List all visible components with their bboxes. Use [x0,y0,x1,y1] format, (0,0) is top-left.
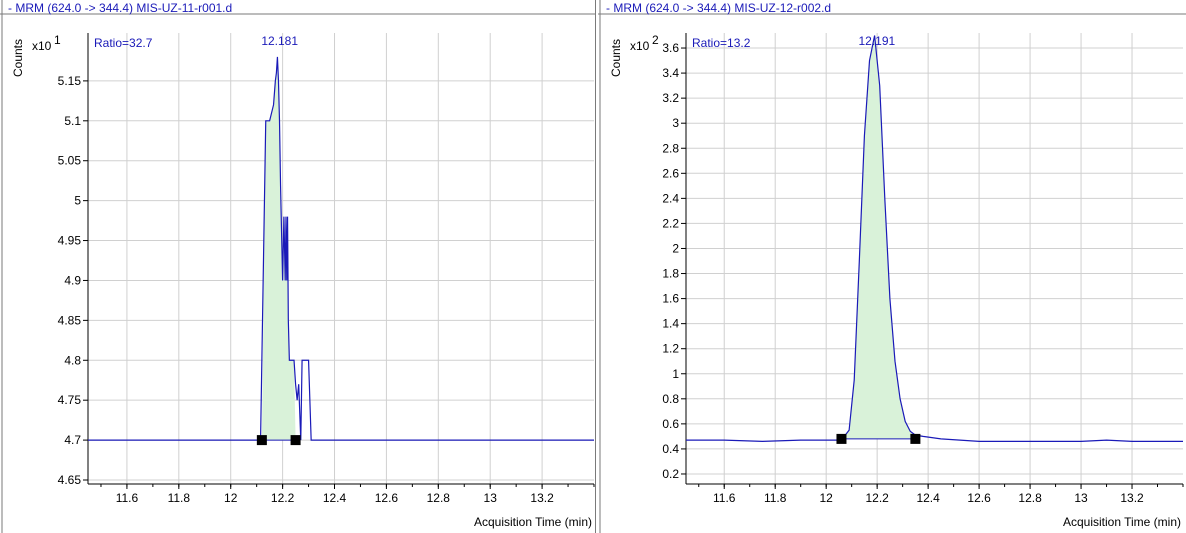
y-tick-label: 1.2 [662,342,679,356]
chromatogram-trace [88,56,594,441]
y-tick-label: 4.8 [64,353,81,367]
integration-end-marker [290,435,301,446]
chart-title-left: - MRM (624.0 -> 344.4) MIS-UZ-11-r001.d [8,1,232,15]
y-tick-label: 0.6 [662,417,679,431]
peak-rt-label: 12.181 [261,34,298,48]
y-tick-label: 2.4 [662,191,679,205]
x-tick-label: 11.6 [116,491,139,505]
y-tick-label: 0.4 [662,442,679,456]
x-tick-label: 12.2 [271,491,295,505]
x-tick-label: 11.8 [764,491,787,505]
x-tick-label: 11.6 [713,491,736,505]
y-tick-label: 0.8 [662,392,679,406]
y-tick-label: 2.8 [662,141,679,155]
x-tick-label: 12.4 [916,491,940,505]
y-tick-label: 5.05 [58,154,82,168]
y-tick-label: 1.6 [662,292,679,306]
y-multiplier: x10 [630,39,650,53]
x-tick-label: 12.6 [375,491,399,505]
x-axis-title: Acquisition Time (min) [1063,515,1181,529]
y-tick-label: 4.85 [58,313,82,327]
y-tick-label: 4.65 [58,473,82,487]
x-tick-label: 12.6 [967,491,991,505]
chromatogram-trace [686,35,1183,443]
x-tick-label: 11.8 [168,491,191,505]
x-tick-label: 12 [819,491,833,505]
y-tick-label: 4.75 [58,393,82,407]
y-tick-label: 3.4 [662,66,679,80]
y-tick-label: 3.2 [662,91,679,105]
integration-end-marker [910,433,921,444]
y-tick-label: 2 [672,241,679,255]
y-tick-label: 1.4 [662,317,679,331]
y-tick-label: 1.8 [662,267,679,281]
y-tick-label: 2.6 [662,166,679,180]
ratio-label: Ratio=32.7 [94,36,153,50]
ratio-label: Ratio=13.2 [692,36,751,50]
integration-start-marker [256,435,267,446]
integrated-peak-area [261,56,296,441]
y-tick-label: 2.2 [662,216,679,230]
y-tick-label: 0.2 [662,467,679,481]
peak-rt-label: 12.191 [859,34,896,48]
y-tick-label: 4.95 [58,234,82,248]
x-tick-label: 12.8 [1018,491,1042,505]
y-multiplier: x10 [32,39,52,53]
y-tick-label: 3.6 [662,41,679,55]
chromatogram-chart-right: - MRM (624.0 -> 344.4) MIS-UZ-12-r002.d 1… [598,0,1186,533]
x-tick-label: 12.4 [323,491,347,505]
x-axis-title: Acquisition Time (min) [474,515,592,529]
y-exponent: 1 [54,33,61,47]
x-tick-label: 12.8 [427,491,451,505]
y-tick-label: 4.7 [64,433,81,447]
chromatogram-chart-left: - MRM (624.0 -> 344.4) MIS-UZ-11-r001.d 1… [0,0,598,533]
y-axis-title: Counts [609,39,623,77]
chromatogram-panel-right: - MRM (624.0 -> 344.4) MIS-UZ-12-r002.d 1… [598,0,1186,533]
x-tick-label: 13.2 [1120,491,1144,505]
x-tick-label: 12 [224,491,238,505]
y-tick-label: 3 [672,116,679,130]
x-tick-label: 13.2 [530,491,554,505]
y-tick-label: 5 [74,194,81,208]
x-tick-label: 12.2 [865,491,889,505]
y-tick-label: 5.15 [58,74,82,88]
y-tick-label: 5.1 [64,114,81,128]
y-exponent: 2 [652,33,659,47]
y-axis-title: Counts [11,39,25,77]
x-tick-label: 13 [1074,491,1088,505]
chart-title-right: - MRM (624.0 -> 344.4) MIS-UZ-12-r002.d [606,1,831,15]
integrated-peak-area [841,35,916,439]
x-tick-label: 13 [484,491,498,505]
chromatogram-panel-left: - MRM (624.0 -> 344.4) MIS-UZ-11-r001.d 1… [0,0,598,533]
y-tick-label: 1 [672,367,679,381]
integration-start-marker [836,433,847,444]
y-tick-label: 4.9 [64,273,81,287]
